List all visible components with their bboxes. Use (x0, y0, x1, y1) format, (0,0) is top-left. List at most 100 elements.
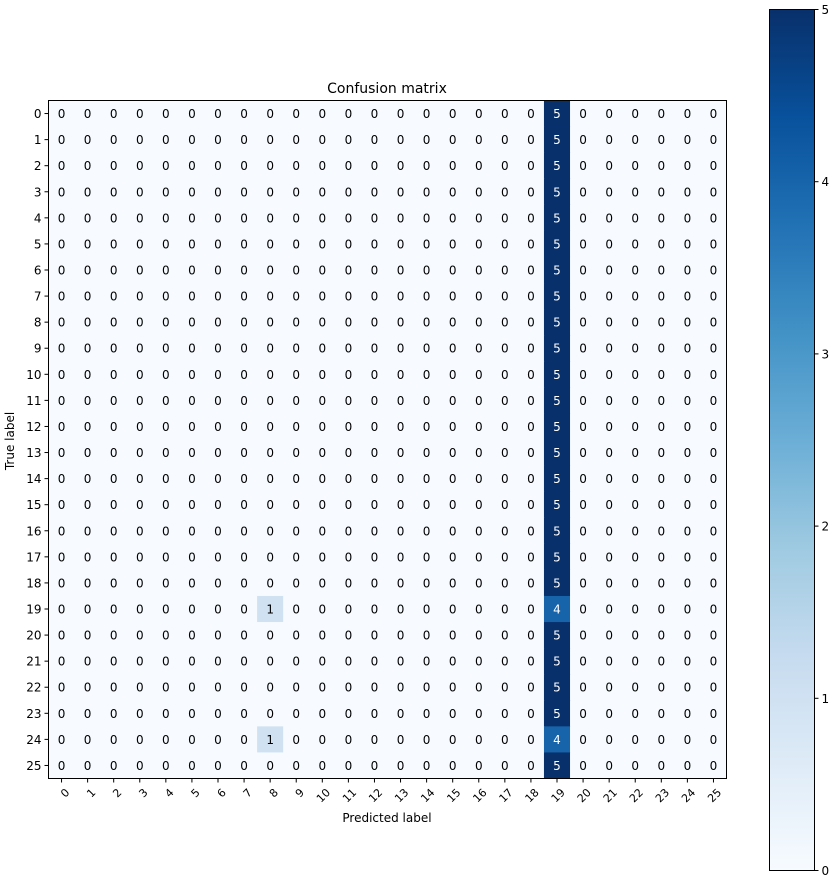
heatmap-cell (361, 309, 388, 336)
heatmap-cell (152, 100, 180, 127)
heatmap-cell (517, 752, 545, 779)
cell-value-label: 0 (579, 576, 587, 590)
cell-value-label: 0 (240, 342, 248, 356)
cell-value-label: 0 (579, 133, 587, 147)
heatmap-cell (674, 569, 701, 597)
cell-value-label: 0 (657, 707, 665, 721)
cell-value-label: 0 (449, 394, 457, 408)
heatmap-cell (48, 491, 75, 519)
cell-value-label: 0 (397, 185, 405, 199)
cell-value-label: 0 (318, 576, 326, 590)
cell-value-label: 0 (318, 629, 326, 643)
heatmap-cell (465, 283, 493, 310)
cell-value-label: 0 (710, 681, 718, 695)
heatmap-cell (648, 726, 675, 753)
cell-value-label: 0 (397, 368, 405, 382)
cell-value-label: 0 (527, 733, 535, 747)
cell-value-label: 0 (318, 290, 326, 304)
cell-value-label: 0 (318, 264, 326, 278)
cell-value-label: 0 (110, 420, 118, 434)
heatmap-cell (465, 361, 493, 388)
cell-value-label: 0 (188, 368, 196, 382)
heatmap-cell (283, 648, 310, 675)
cell-value-label: 0 (371, 550, 379, 564)
heatmap-cell (674, 361, 701, 388)
cell-value-label: 0 (110, 524, 118, 538)
heatmap-cell (152, 361, 180, 388)
cell-value-label: 0 (240, 498, 248, 512)
heatmap-cell (309, 126, 336, 154)
heatmap-cell (204, 491, 232, 519)
heatmap-cell (413, 595, 441, 623)
heatmap-cell (126, 230, 154, 258)
heatmap-cell (48, 230, 75, 258)
heatmap-cell (283, 309, 310, 336)
x-tick-label: 8 (267, 786, 281, 800)
cell-value-label: 0 (345, 420, 353, 434)
cell-value-label: 0 (579, 394, 587, 408)
heatmap-cell (283, 126, 310, 154)
cell-value-label: 0 (423, 290, 431, 304)
heatmap-cell (543, 700, 571, 727)
heatmap-cell (491, 752, 519, 779)
heatmap-cell (100, 100, 128, 127)
cell-value-label: 0 (110, 368, 118, 382)
cell-value-label: 0 (710, 576, 718, 590)
heatmap-cell (700, 543, 727, 571)
x-tick-label: 4 (162, 786, 176, 800)
cell-value-label: 0 (110, 264, 118, 278)
heatmap-cell (465, 256, 493, 284)
cell-value-label: 0 (266, 211, 274, 225)
cell-value-label: 0 (136, 681, 144, 695)
heatmap-cell (596, 622, 623, 649)
cell-value-label: 0 (136, 472, 144, 486)
heatmap-cell (74, 465, 102, 493)
heatmap-cell (570, 256, 597, 284)
cell-value-label: 0 (58, 342, 66, 356)
heatmap-cell (309, 283, 336, 310)
cell-value-label: 0 (240, 420, 248, 434)
cell-value-label: 0 (397, 707, 405, 721)
heatmap-cell (517, 100, 545, 127)
cell-value-label: 0 (292, 368, 300, 382)
cell-value-label: 0 (162, 342, 170, 356)
cell-value-label: 0 (371, 342, 379, 356)
cell-value-label: 0 (710, 472, 718, 486)
cell-value-label: 0 (397, 290, 405, 304)
heatmap-cell (283, 622, 310, 649)
cell-value-label: 0 (423, 316, 431, 330)
x-tick-label: 7 (241, 786, 255, 800)
x-axis-ticks: 0 1 2 3 4 5 6 7 8 9 10 11 12 13 14 15 16 17 18 19 20 21 22 23 24… (58, 778, 724, 805)
heatmap-cell (674, 622, 701, 649)
heatmap-cell (648, 230, 675, 258)
cell-value-label: 0 (631, 733, 639, 747)
heatmap-cell (543, 569, 571, 597)
heatmap-cell (700, 517, 727, 545)
cell-value-label: 0 (240, 655, 248, 669)
x-tick-label: 21 (601, 786, 620, 805)
heatmap-cell (204, 700, 232, 727)
heatmap-cell (413, 439, 441, 466)
cell-value-label: 0 (240, 446, 248, 460)
cell-value-label: 0 (266, 629, 274, 643)
heatmap-cell (48, 100, 75, 127)
heatmap-cell (596, 439, 623, 466)
y-tick-label: 4 (34, 211, 42, 225)
cell-value-label: 0 (188, 316, 196, 330)
heatmap-cell (257, 726, 284, 753)
cell-value-label: 0 (58, 264, 66, 278)
cell-value-label: 0 (84, 420, 92, 434)
cell-value-label: 0 (527, 342, 535, 356)
cell-value-label: 0 (605, 316, 613, 330)
cell-value-label: 5 (553, 446, 561, 460)
heatmap-cell (335, 674, 362, 701)
cell-value-label: 0 (527, 446, 535, 460)
heatmap-cell (231, 726, 258, 753)
cell-value-label: 0 (240, 524, 248, 538)
cell-value-label: 0 (345, 133, 353, 147)
cell-value-label: 0 (136, 264, 144, 278)
cell-value-label: 0 (214, 290, 222, 304)
heatmap-cell (178, 491, 206, 519)
heatmap-cell (491, 543, 519, 571)
